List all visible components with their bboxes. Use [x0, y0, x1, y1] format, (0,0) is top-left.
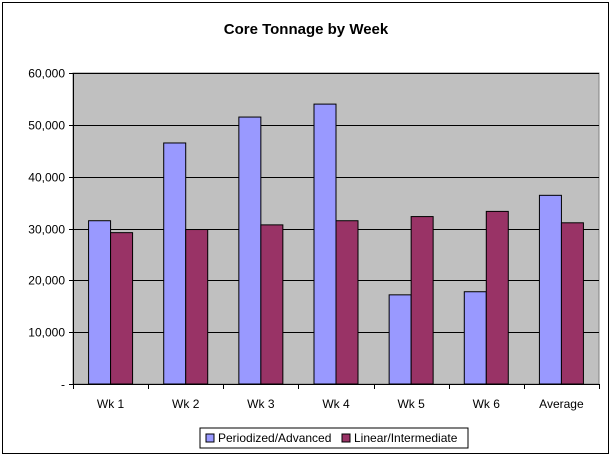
bar-periodized: [238, 116, 262, 385]
bar-linear: [485, 210, 509, 385]
x-tick-label: Wk 4: [322, 397, 350, 411]
y-tick-label: 20,000: [28, 274, 65, 288]
bar-linear: [110, 232, 134, 385]
bar-periodized: [88, 220, 112, 385]
x-tick-label: Average: [539, 397, 584, 411]
bar-linear: [185, 229, 209, 385]
x-tick-label: Wk 1: [97, 397, 125, 411]
x-tick-label: Wk 3: [247, 397, 275, 411]
legend-swatch: [205, 433, 215, 443]
y-tick-label: 40,000: [28, 171, 65, 185]
y-axis: - 10,000 20,000 30,000 40,000 50,000 60,000: [28, 67, 74, 392]
bar-linear: [260, 224, 284, 385]
legend-label: Periodized/Advanced: [218, 431, 331, 445]
bar-linear: [560, 222, 584, 385]
bar-periodized: [538, 194, 562, 385]
bar-periodized: [388, 294, 412, 385]
x-axis: Wk 1 Wk 2 Wk 3 Wk 4 Wk 5 Wk 6 Average: [73, 384, 600, 411]
bar-linear: [410, 216, 434, 385]
x-tick-label: Wk 6: [473, 397, 501, 411]
bar-linear: [335, 220, 359, 385]
legend-label: Linear/Intermediate: [354, 431, 458, 445]
bar-periodized: [313, 103, 337, 385]
legend-swatch: [341, 433, 351, 443]
legend: Periodized/Advanced Linear/Intermediate: [199, 427, 469, 449]
y-tick-label: -: [61, 378, 65, 392]
y-tick-label: 50,000: [28, 119, 65, 133]
chart-title: Core Tonnage by Week: [224, 21, 389, 38]
bar-periodized: [463, 291, 487, 385]
y-tick-label: 30,000: [28, 223, 65, 237]
x-tick-label: Wk 2: [172, 397, 200, 411]
y-tick-label: 10,000: [28, 326, 65, 340]
bars: [88, 103, 584, 385]
bar-periodized: [163, 142, 187, 385]
y-tick-label: 60,000: [28, 67, 65, 81]
x-tick-label: Wk 5: [397, 397, 425, 411]
legend-box: [199, 427, 469, 449]
